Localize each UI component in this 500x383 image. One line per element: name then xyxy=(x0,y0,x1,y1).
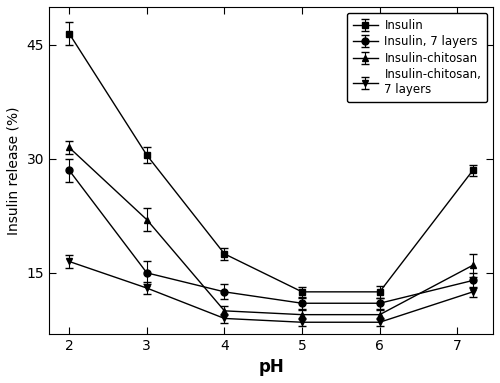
Legend: Insulin, Insulin, 7 layers, Insulin-chitosan, Insulin-chitosan,
7 layers: Insulin, Insulin, 7 layers, Insulin-chit… xyxy=(346,13,487,102)
X-axis label: pH: pH xyxy=(258,358,284,376)
Y-axis label: Insulin release (%): Insulin release (%) xyxy=(7,106,21,234)
